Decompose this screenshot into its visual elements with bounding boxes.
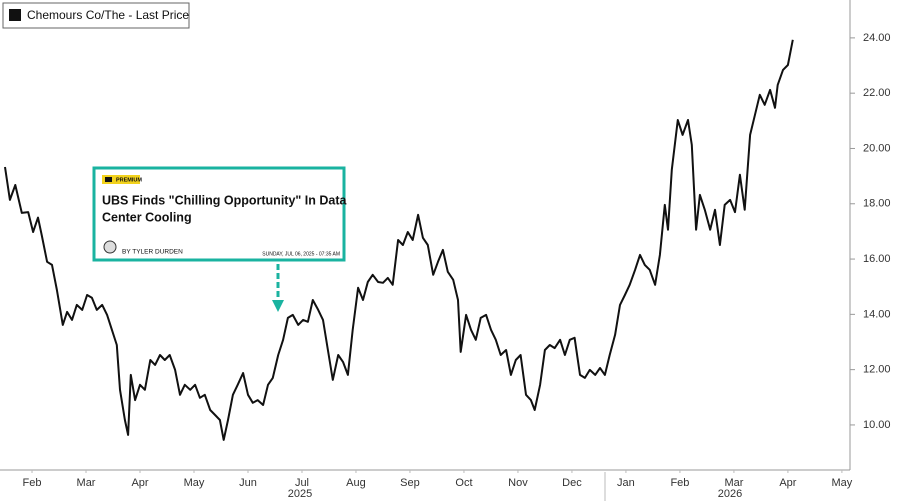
headline: Center Cooling: [102, 210, 192, 224]
arrow-head: [272, 300, 284, 312]
y-tick-label: 12.00: [863, 364, 891, 376]
y-tick-label: 22.00: [863, 87, 891, 99]
legend-swatch: [9, 9, 21, 21]
x-tick-label: Mar: [724, 477, 743, 489]
y-tick-label: 10.00: [863, 419, 891, 431]
y-tick-label: 20.00: [863, 142, 891, 154]
author-avatar: [103, 240, 117, 254]
news-card: PREMIUM UBS Finds "Chilling Opportunity"…: [92, 166, 348, 262]
x-tick-label: Oct: [455, 477, 472, 489]
x-tick-label: Mar: [77, 477, 96, 489]
x-tick-label: Feb: [23, 477, 42, 489]
x-tick-label: Apr: [131, 477, 148, 489]
y-tick-label: 18.00: [863, 198, 891, 210]
price-line: [4, 39, 794, 441]
x-tick-label: Sep: [400, 477, 420, 489]
year-label: 2026: [718, 488, 742, 500]
y-tick-label: 24.00: [863, 32, 891, 44]
card-frame: [92, 166, 346, 262]
card-date: SUNDAY, JUL 06, 2025 - 07:35 AM: [262, 251, 340, 257]
x-tick-label: Jun: [239, 477, 257, 489]
x-tick-label: Apr: [779, 477, 796, 489]
legend-entry: Chemours Co/The - Last Price: [27, 8, 189, 22]
x-tick-label: May: [184, 477, 205, 489]
x-tick-label: May: [832, 477, 853, 489]
x-tick-label: Jul: [295, 477, 309, 489]
legend-box: [2, 2, 190, 29]
x-tick-label: Nov: [508, 477, 528, 489]
x-tick-label: Aug: [346, 477, 366, 489]
x-tick-label: Jan: [617, 477, 635, 489]
headline: UBS Finds "Chilling Opportunity" In Data: [102, 193, 348, 207]
premium-tag: [102, 175, 140, 184]
y-tick-label: 16.00: [863, 253, 891, 265]
tag-icon: [105, 177, 112, 182]
x-tick-label: Feb: [670, 477, 689, 489]
year-label: 2025: [288, 488, 312, 500]
y-tick-label: 14.00: [863, 308, 891, 320]
author: BY TYLER DURDEN: [122, 249, 183, 256]
x-tick-label: Dec: [562, 477, 582, 489]
premium-text: PREMIUM: [116, 177, 142, 183]
